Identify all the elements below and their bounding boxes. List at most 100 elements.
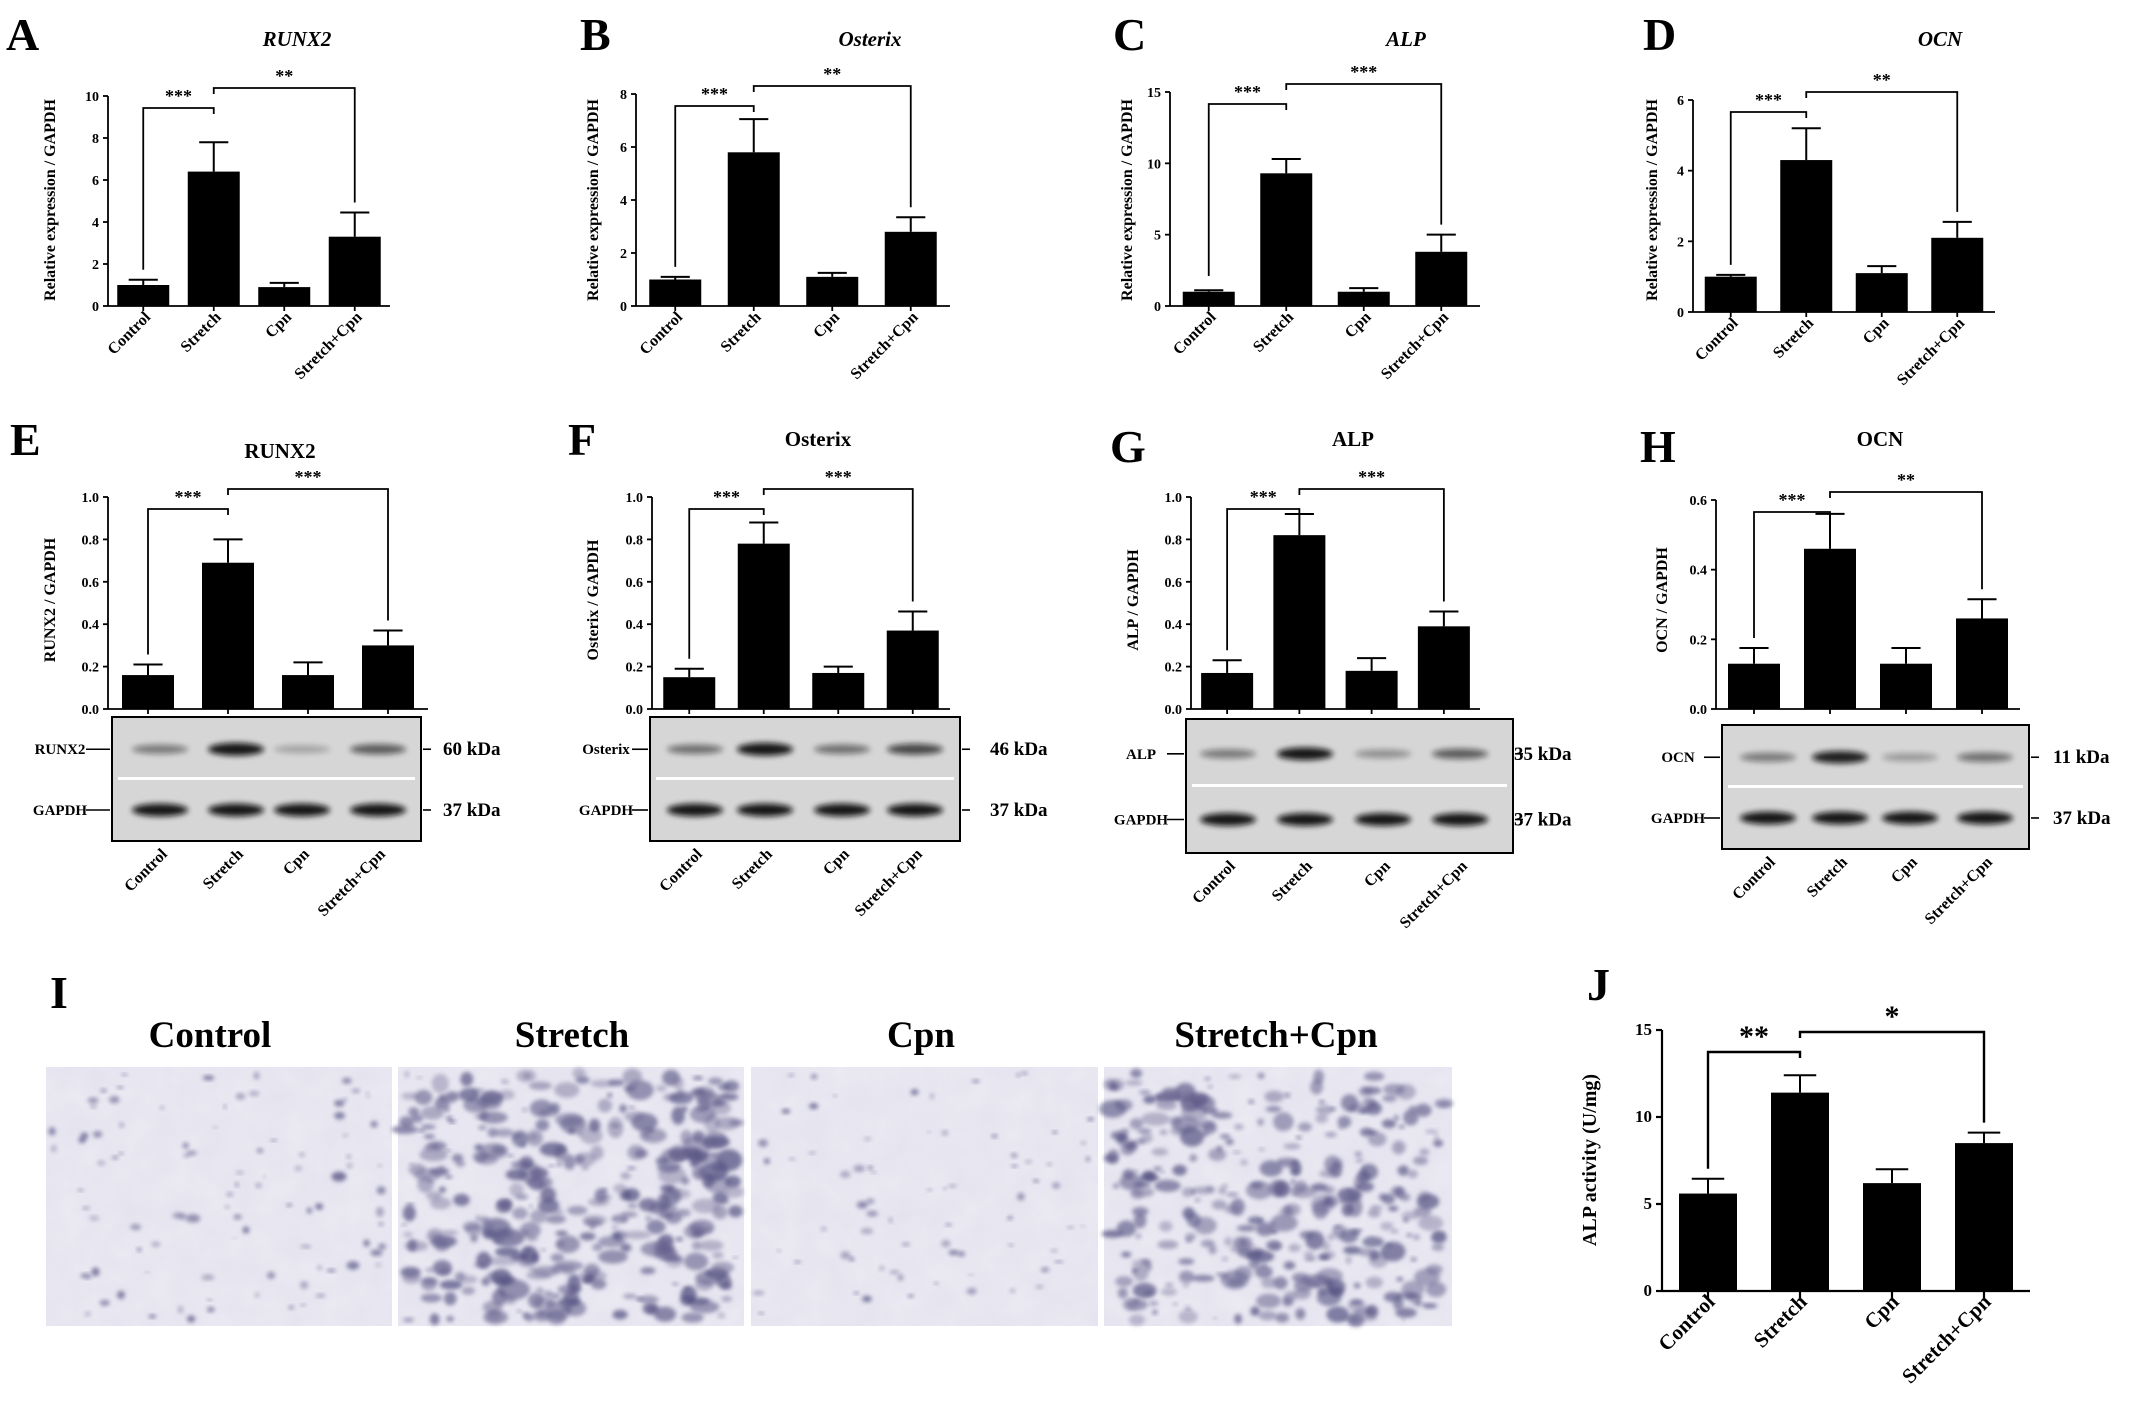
bar-stretch-cpn <box>1955 1143 2013 1291</box>
category-label: Control <box>656 845 706 895</box>
category-label: Cpn <box>262 309 295 342</box>
stain-spot <box>511 1130 529 1147</box>
stain-spot <box>1046 1162 1053 1166</box>
stain-spot <box>671 1256 683 1262</box>
stain-spot <box>1369 1250 1380 1261</box>
stain-spot <box>710 1152 721 1158</box>
stain-spot <box>1392 1140 1406 1155</box>
bar-cpn <box>1345 670 1398 709</box>
stain-spot <box>1316 1268 1343 1284</box>
stain-spot <box>1228 1074 1242 1079</box>
stain-spot <box>867 1165 873 1170</box>
stain-spot <box>590 1079 615 1088</box>
stain-spot <box>294 1165 302 1172</box>
stain-spot <box>1009 1288 1016 1293</box>
stain-spot <box>1085 1156 1091 1162</box>
stain-spot <box>1183 1283 1190 1288</box>
bar-cpn <box>282 675 334 709</box>
category-label: Stretch <box>1250 309 1297 356</box>
category-label: Cpn <box>820 846 853 879</box>
stain-spot <box>702 1173 715 1188</box>
y-tick-label: 0.4 <box>626 618 644 633</box>
blot-band <box>1812 811 1868 825</box>
blot-band <box>814 744 870 754</box>
stain-spot <box>1240 1240 1247 1245</box>
stain-spot <box>583 1263 600 1277</box>
stain-spot <box>343 1133 348 1138</box>
blot-band <box>208 803 264 817</box>
stain-spot <box>1052 1130 1058 1134</box>
stain-spot <box>1184 1305 1191 1310</box>
stain-spot <box>1245 1244 1257 1249</box>
stain-spot <box>655 1085 667 1092</box>
stain-spot <box>692 1163 706 1180</box>
stain-spot <box>1148 1300 1159 1307</box>
stain-spot <box>1383 1083 1405 1096</box>
stain-spot <box>848 1257 855 1262</box>
stain-spot <box>1407 1169 1418 1179</box>
stain-spot <box>487 1127 498 1138</box>
stain-spot <box>401 1223 407 1226</box>
stain-spot <box>1213 1317 1217 1320</box>
y-tick-label: 4 <box>1677 165 1684 180</box>
stain-spot <box>1345 1256 1352 1265</box>
stain-spot <box>118 1152 124 1155</box>
stain-spot <box>1120 1142 1134 1156</box>
stain-spot <box>1341 1203 1354 1217</box>
significance-bracket <box>1729 111 1808 265</box>
stain-spot <box>90 1104 97 1109</box>
stain-spot <box>610 1123 621 1128</box>
panel-letter: I <box>50 967 68 1018</box>
stain-spot <box>934 1282 939 1285</box>
stain-spot <box>708 1077 723 1085</box>
stain-spot <box>712 1252 724 1259</box>
stain-spot <box>941 1130 949 1136</box>
stain-spot <box>417 1129 426 1133</box>
blot-band <box>1432 748 1488 759</box>
stain-spot <box>1412 1156 1428 1166</box>
significance-label: ** <box>1873 70 1891 90</box>
stain-spot <box>1381 1119 1397 1129</box>
stain-spot <box>788 1157 796 1161</box>
stain-spot <box>148 1314 157 1319</box>
stain-spot <box>527 1292 544 1309</box>
stain-spot <box>1133 1265 1149 1282</box>
stain-spot <box>1325 1195 1339 1207</box>
bar-stretch-cpn <box>362 645 414 709</box>
stain-spot <box>622 1068 643 1086</box>
y-tick-label: 0 <box>620 300 627 315</box>
stain-spot <box>547 1309 567 1325</box>
stain-spot <box>445 1149 452 1152</box>
stain-spot <box>235 1092 246 1100</box>
stain-spot <box>1191 1274 1215 1282</box>
stain-spot <box>206 1306 215 1313</box>
stain-spot <box>1125 1079 1143 1086</box>
stain-spot <box>642 1302 659 1315</box>
stain-spot <box>1080 1141 1086 1145</box>
category-label: Stretch+Cpn <box>1894 315 1968 389</box>
stain-spot <box>256 1148 264 1154</box>
y-tick-label: 5 <box>1644 1194 1653 1213</box>
stain-spot <box>1386 1243 1392 1248</box>
stain-spot <box>624 1111 645 1123</box>
stain-spot <box>763 1158 770 1165</box>
stain-spot <box>445 1175 453 1179</box>
category-label: Cpn <box>1361 858 1394 891</box>
bar-cpn <box>1855 273 1908 312</box>
bar-control <box>117 285 170 306</box>
molecular-weight-label: 37 kDa <box>443 800 501 821</box>
significance-label: * <box>1885 1000 1900 1033</box>
micrograph-label: Control <box>149 1015 272 1056</box>
bar-stretch <box>1780 160 1833 312</box>
stain-spot <box>1115 1276 1134 1287</box>
significance-label: *** <box>1234 82 1261 102</box>
stain-spot <box>97 1160 106 1166</box>
stain-spot <box>255 1183 262 1188</box>
stain-spot <box>926 1188 933 1192</box>
category-label: Cpn <box>1342 309 1375 342</box>
stain-spot <box>945 1223 953 1227</box>
stain-spot <box>342 1098 347 1102</box>
western-blot: ALP 35 kDa GAPDH 37 kDa <box>1114 718 1572 854</box>
panel-letter: C <box>1113 9 1146 60</box>
stain-spot <box>515 1194 529 1200</box>
